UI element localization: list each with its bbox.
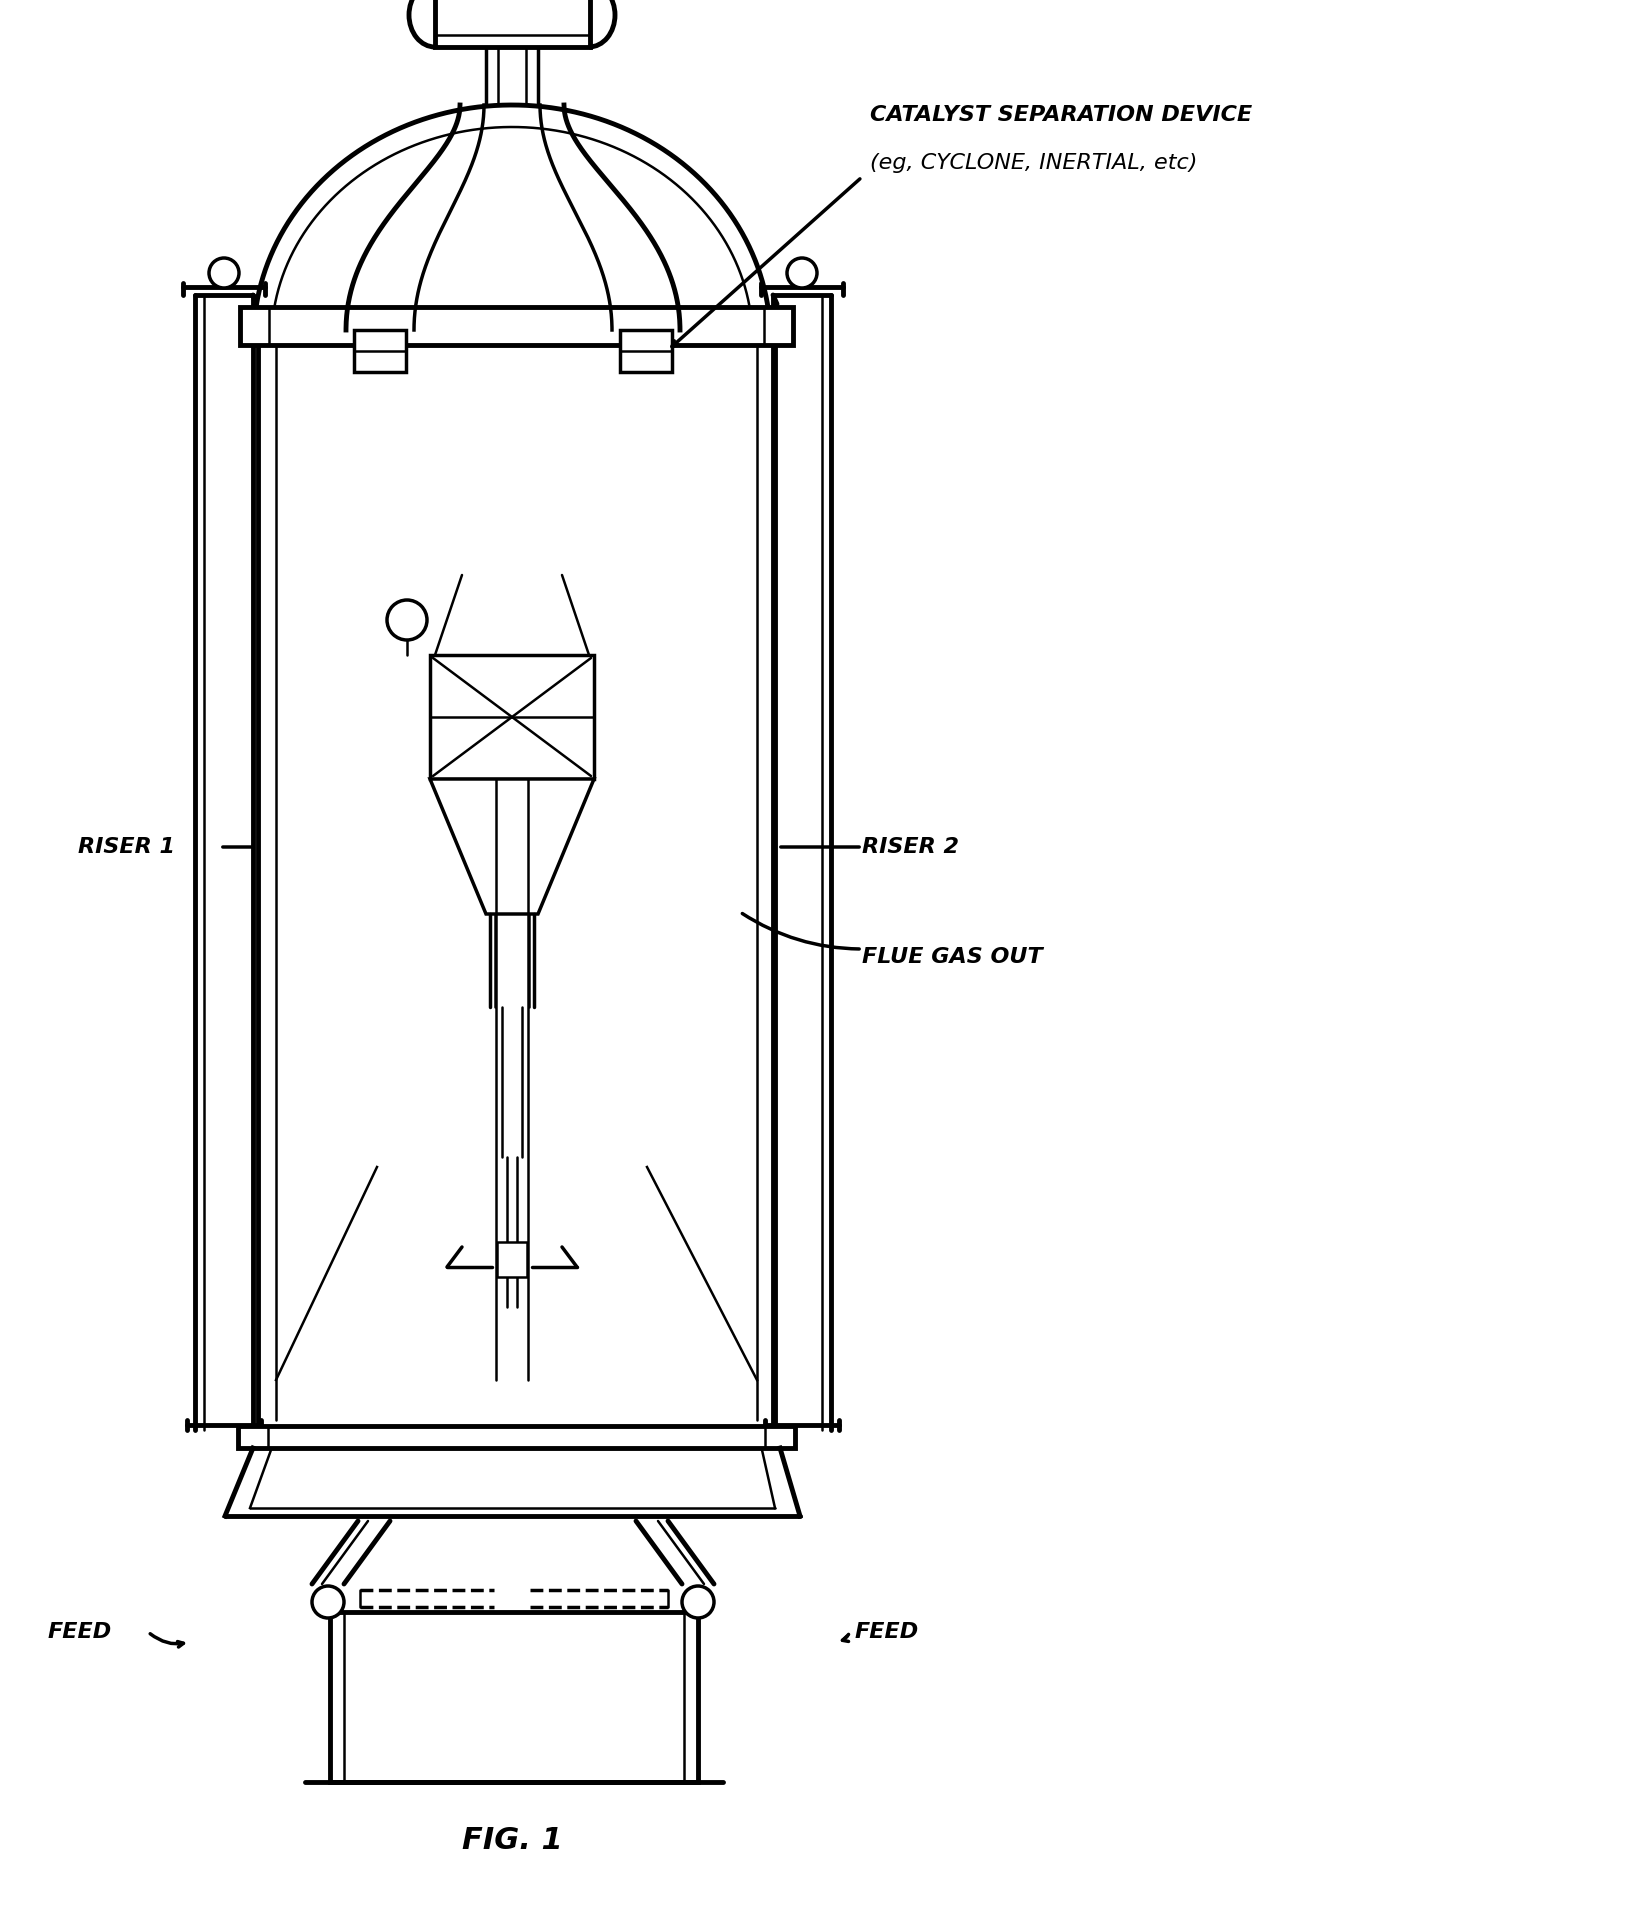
Polygon shape xyxy=(429,778,594,914)
Bar xyxy=(496,1242,527,1277)
Bar xyxy=(434,0,589,48)
Text: FLUE GAS OUT: FLUE GAS OUT xyxy=(862,947,1041,966)
Circle shape xyxy=(312,1585,344,1618)
Bar xyxy=(429,656,594,778)
Text: RISER 1: RISER 1 xyxy=(78,838,175,857)
Text: FIG. 1: FIG. 1 xyxy=(462,1827,561,1856)
Text: RISER 2: RISER 2 xyxy=(862,838,958,857)
Text: FEED: FEED xyxy=(855,1622,919,1643)
Circle shape xyxy=(682,1585,713,1618)
Text: (eg, CYCLONE, INERTIAL, etc): (eg, CYCLONE, INERTIAL, etc) xyxy=(870,153,1196,173)
Circle shape xyxy=(787,259,816,288)
Text: CATALYST SEPARATION DEVICE: CATALYST SEPARATION DEVICE xyxy=(870,105,1252,125)
Bar xyxy=(240,307,793,345)
Bar xyxy=(238,1426,795,1447)
Bar xyxy=(620,330,672,372)
Circle shape xyxy=(209,259,238,288)
Bar xyxy=(354,330,406,372)
Text: FEED: FEED xyxy=(47,1622,113,1643)
Bar xyxy=(330,1612,697,1783)
Circle shape xyxy=(387,600,426,640)
